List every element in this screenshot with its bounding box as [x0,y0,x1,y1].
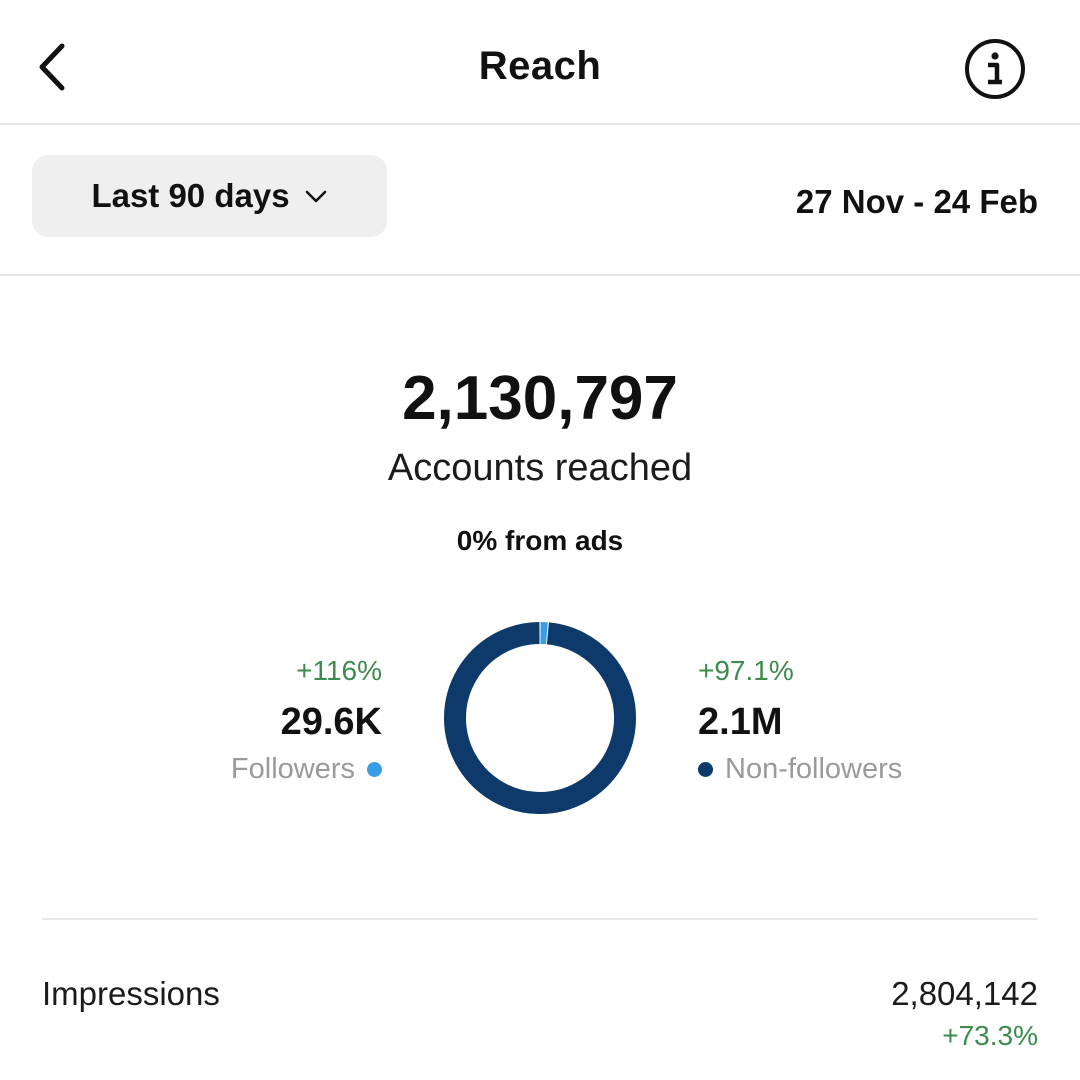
followers-label: Followers [230,753,355,785]
followers-label-row: Followers [231,753,382,786]
info-button[interactable] [962,36,1028,102]
back-button[interactable] [22,34,82,100]
followers-legend-dot [367,762,382,777]
non-followers-stat: +97.1% 2.1M Non-followers [698,655,902,786]
date-range-dropdown[interactable]: Last 90 days [32,155,387,237]
filter-row: Last 90 days 27 Nov - 24 Feb [0,125,1080,276]
info-circle-icon [965,39,1025,99]
ads-percentage-note: 0% from ads [456,525,624,556]
non-followers-legend-dot [698,762,713,777]
date-range-text: 27 Nov - 24 Feb [795,183,1038,220]
followers-delta: +116% [296,655,382,686]
impressions-delta: +73.3% [942,1020,1038,1051]
non-followers-delta: +97.1% [698,655,794,686]
accounts-reached-value: 2,130,797 [402,364,678,433]
header-bar: Reach [0,0,1080,125]
date-range-dropdown-label: Last 90 days [91,177,290,214]
chevron-left-icon [39,43,65,91]
impressions-label: Impressions [42,975,220,1012]
non-followers-label: Non-followers [725,753,903,785]
donut-slice-non-followers [444,622,636,814]
section-divider [42,918,1038,920]
page-title: Reach [478,44,602,88]
reach-donut-chart [444,622,636,814]
chevron-down-icon [305,190,326,203]
non-followers-label-row: Non-followers [698,753,902,786]
accounts-reached-label: Accounts reached [387,447,693,489]
followers-value: 29.6K [280,701,382,743]
impressions-value: 2,804,142 [891,975,1038,1012]
non-followers-value: 2.1M [698,701,783,743]
followers-stat: +116% 29.6K Followers [231,655,382,786]
